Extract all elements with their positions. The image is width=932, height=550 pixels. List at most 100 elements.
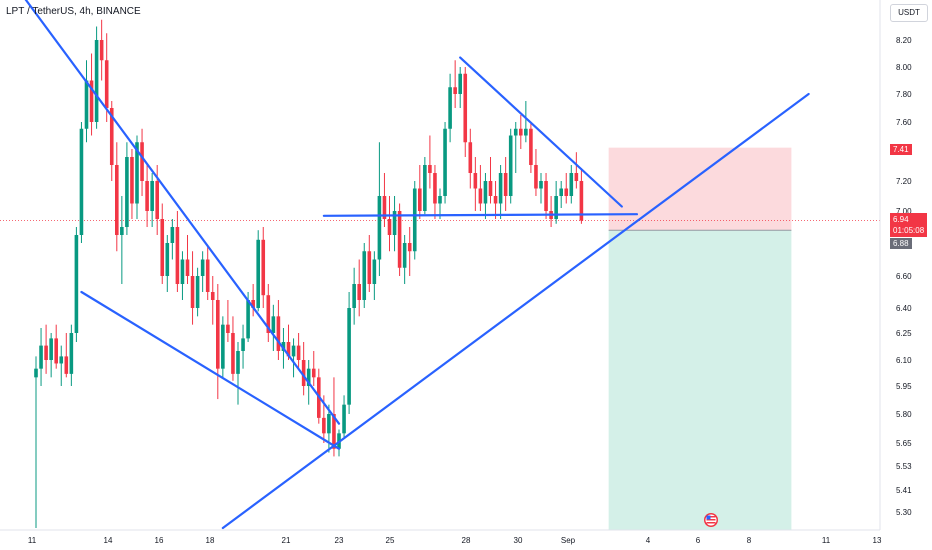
candle-body: [377, 196, 382, 260]
time-tick-label: 11: [28, 536, 37, 545]
candle-body: [241, 338, 245, 351]
candle-body: [64, 356, 69, 374]
candle-body: [367, 251, 372, 284]
candle-body: [392, 211, 397, 235]
candle-body: [463, 73, 468, 143]
candle-body: [508, 135, 513, 196]
candle-body: [524, 128, 528, 136]
stop-loss-zone: [608, 147, 792, 231]
candle-body: [170, 227, 175, 243]
symbol-title: LPT / TetherUS, 4h, BINANCE: [6, 6, 141, 17]
price-tick-label: 5.53: [896, 462, 912, 471]
time-axis[interactable]: 11 14 16 18 21 23 25 28 30 Sep 4 6 8 11 13: [0, 529, 882, 545]
candle-body: [428, 165, 432, 173]
candle-body: [574, 173, 579, 181]
flag-canton: [706, 515, 711, 520]
candle-body: [251, 300, 255, 308]
candle-body: [49, 338, 53, 360]
candle-body: [362, 251, 367, 300]
time-tick-label: 16: [155, 536, 164, 545]
candle-body: [246, 300, 250, 339]
price-axis[interactable]: 8.208.007.807.607.407.207.006.806.606.40…: [879, 0, 912, 530]
candle-body: [498, 173, 503, 204]
candle-body: [347, 308, 351, 405]
candle-body: [150, 181, 154, 211]
price-tick-label: 5.30: [896, 508, 912, 517]
candle-body: [564, 188, 569, 196]
candle-body: [458, 73, 462, 94]
stop-price-label: 7.41: [890, 144, 912, 155]
position-zones: [608, 147, 792, 530]
candle-body: [261, 239, 266, 296]
candle-body: [569, 173, 574, 196]
time-tick-label: 11: [822, 536, 831, 545]
candle-body: [135, 142, 139, 204]
time-tick-label: 4: [646, 536, 651, 545]
flag-stripe: [706, 516, 716, 518]
candle-body: [311, 368, 316, 378]
currency-button[interactable]: USDT: [890, 4, 928, 22]
candle-body: [412, 188, 417, 252]
candle-body: [327, 414, 331, 434]
candle-body: [301, 360, 306, 386]
trendline-falling-wedge-top: [24, 0, 341, 425]
candle-body: [423, 165, 427, 211]
candle-body: [210, 292, 215, 300]
price-tick-label: 8.00: [896, 63, 912, 72]
candle-body: [468, 142, 473, 173]
candle-body: [109, 108, 114, 165]
candle-body: [529, 128, 533, 165]
candle-body: [89, 80, 94, 122]
time-tick-label: 21: [282, 536, 291, 545]
candle-body: [39, 345, 43, 369]
candle-body: [226, 324, 230, 333]
price-tick-label: 7.80: [896, 90, 912, 99]
candle-body: [539, 181, 543, 189]
candle-body: [200, 259, 205, 276]
time-tick-label: 18: [206, 536, 215, 545]
take-profit-zone: [608, 230, 792, 530]
candlestick-series: [34, 19, 584, 528]
candle-body: [216, 300, 220, 369]
candle-body: [99, 40, 104, 61]
price-tick-label: 5.65: [896, 439, 912, 448]
candle-body: [438, 196, 442, 204]
candle-body: [34, 368, 38, 378]
candle-body: [286, 342, 291, 357]
candle-body: [120, 227, 124, 235]
candle-body: [407, 243, 412, 252]
time-tick-label: 23: [335, 536, 344, 545]
candle-body: [79, 128, 84, 235]
candle-body: [84, 80, 89, 129]
candle-body: [271, 316, 276, 333]
candle-body: [44, 345, 48, 360]
price-tick-label: 6.40: [896, 304, 912, 313]
price-tick-label: 5.80: [896, 410, 912, 419]
candle-body: [276, 316, 281, 351]
candle-body: [453, 87, 457, 94]
candle-body: [554, 196, 558, 219]
time-tick-label: 8: [747, 536, 752, 545]
candle-body: [519, 128, 523, 136]
us-flag-icon: [704, 513, 718, 527]
candle-body: [513, 128, 518, 136]
candle-body: [402, 243, 407, 268]
candle-body: [155, 181, 159, 219]
time-tick-label: 14: [104, 536, 113, 545]
candle-body: [205, 259, 210, 292]
flag-stripe: [706, 522, 716, 524]
candle-body: [165, 243, 170, 276]
candle-body: [397, 211, 402, 268]
price-tick-label: 7.20: [896, 177, 912, 186]
price-tick-label: 8.20: [896, 36, 912, 45]
price-tick-label: 7.60: [896, 118, 912, 127]
candle-body: [180, 259, 185, 284]
trendline-falling-wedge-bottom: [80, 290, 341, 450]
candle-body: [145, 181, 149, 211]
candle-body: [332, 414, 336, 449]
candle-body: [185, 259, 190, 276]
time-tick-label: 30: [514, 536, 523, 545]
candle-body: [140, 142, 144, 181]
time-tick-label: 13: [873, 536, 882, 545]
